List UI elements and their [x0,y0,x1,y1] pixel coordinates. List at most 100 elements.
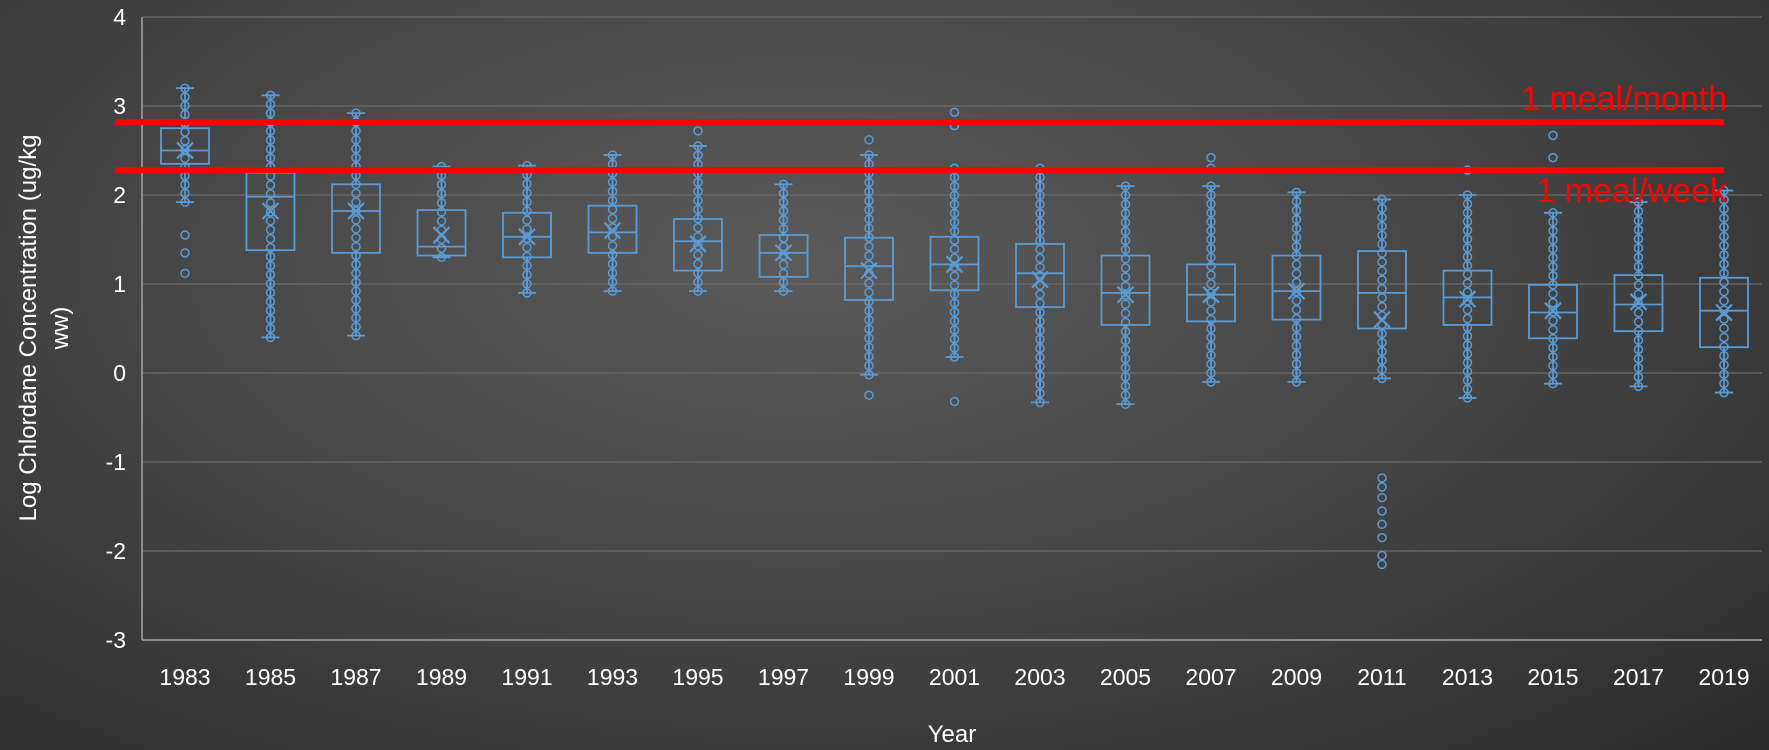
point-2009-15 [1291,322,1302,333]
box-series [160,83,1749,570]
point-1995-4 [693,177,703,188]
outlier-2011-4 [1377,506,1387,516]
box-1991 [502,160,552,298]
point-2011-19 [1377,364,1387,375]
point-1991-2 [522,179,532,189]
point-2013-3 [1462,216,1473,227]
point-2013-17 [1462,340,1473,350]
mean-marker-b-1999 [860,261,878,280]
point-2017-20 [1633,381,1644,392]
point-2019-11 [1719,286,1729,297]
point-2009-2 [1291,205,1302,216]
point-1995-9 [693,222,703,233]
point-1999-21 [864,342,874,353]
point-2007-2 [1206,199,1216,209]
point-2011-8 [1377,266,1387,276]
outlier-2011-0 [1377,559,1387,570]
point-1983-1 [180,92,190,102]
point-2013-23 [1462,393,1473,403]
point-2017-16 [1633,344,1644,355]
point-2013-0 [1462,190,1473,200]
point-2007-5 [1206,225,1216,236]
mean-marker-b-2015 [1544,301,1562,320]
point-1999-12 [864,260,874,270]
point-1983-6 [180,136,190,146]
point-2011-0 [1377,194,1387,205]
point-1985-22 [265,287,276,298]
point-2011-15 [1377,328,1387,339]
mean-marker-b-1993 [603,221,622,240]
point-2005-23 [1120,390,1131,400]
point-2005-5 [1120,226,1131,237]
point-1985-19 [265,260,276,271]
mean-marker-b-1983 [176,141,194,160]
point-2017-10 [1633,289,1644,299]
point-2001-20 [949,343,960,353]
point-2013-4 [1462,225,1473,236]
point-1999-17 [864,305,874,316]
point-1989-4 [436,198,447,208]
reference-label-0: 1 meal/month [1521,80,1727,118]
box-2013 [1442,165,1493,403]
point-1987-10 [351,197,361,207]
mean-marker-b-2009 [1287,282,1306,300]
reference-label-1: 1 meal/week [1536,172,1728,210]
box-iqr-1999 [844,236,894,301]
point-2013-22 [1462,384,1473,394]
point-1999-7 [864,214,874,224]
point-1993-10 [607,240,618,251]
point-2001-10 [949,253,960,263]
point-2007-9 [1206,261,1216,271]
point-1999-23 [864,360,874,371]
outlier-1999-0 [864,390,874,400]
point-2005-21 [1120,372,1131,382]
point-2003-3 [1035,190,1045,201]
point-2007-20 [1206,359,1216,369]
point-2003-24 [1035,379,1045,390]
point-1999-15 [864,287,874,298]
mean-marker-b-1991 [518,228,536,246]
point-2005-15 [1120,317,1131,328]
x-tick-label-2019: 2019 [1698,664,1749,690]
point-2013-18 [1462,349,1473,359]
point-1991-14 [522,288,532,298]
point-2003-20 [1035,343,1045,354]
outlier-1983-0 [180,268,190,279]
point-2009-17 [1291,341,1302,351]
box-2001 [929,107,980,407]
point-2019-15 [1719,323,1729,334]
point-2013-7 [1462,252,1473,262]
point-2019-18 [1719,351,1729,361]
point-2003-8 [1035,235,1045,246]
point-2019-6 [1719,240,1729,251]
point-1983-13 [180,197,190,207]
x-tick-label-2015: 2015 [1527,664,1578,690]
point-1985-20 [265,269,276,280]
y-tick-label-2: 2 [113,182,126,208]
point-2007-8 [1206,252,1216,263]
box-1995 [673,126,723,296]
point-1985-4 [265,126,276,136]
point-2003-13 [1035,280,1045,291]
mean-marker-b-1985 [261,202,280,220]
point-1985-23 [265,296,276,307]
point-2009-5 [1291,232,1302,243]
point-2001-8 [949,235,960,245]
point-1995-7 [693,204,703,215]
point-1991-6 [522,215,532,225]
point-2017-15 [1633,335,1644,346]
point-1995-0 [693,141,703,151]
point-2005-22 [1120,381,1131,391]
point-1999-9 [864,232,874,243]
point-2015-8 [1548,279,1558,290]
point-2005-0 [1120,181,1131,191]
point-2007-17 [1206,332,1216,343]
y-tick-label--2: -2 [106,538,126,564]
point-2003-14 [1035,289,1045,300]
point-2015-10 [1548,297,1558,308]
point-2011-4 [1377,230,1387,240]
point-1991-4 [522,197,532,207]
outlier-2007-1 [1206,152,1216,163]
point-2003-19 [1035,334,1045,345]
point-1999-24 [864,370,874,380]
